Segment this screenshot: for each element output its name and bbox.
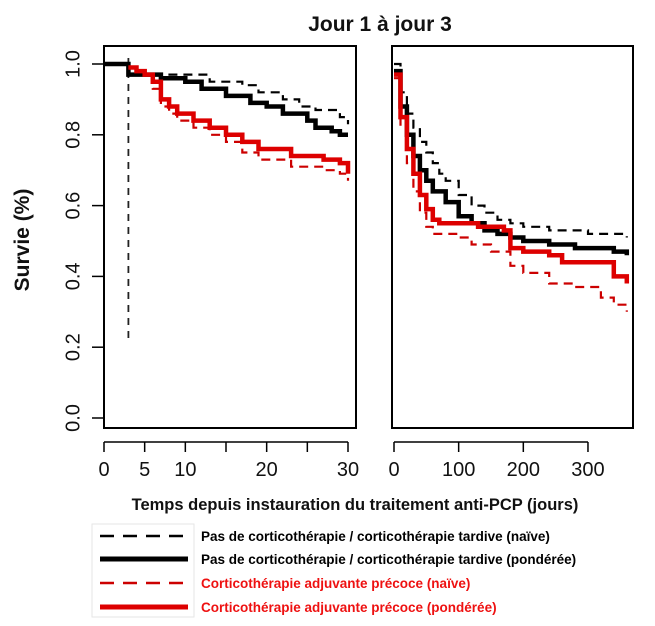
legend-item-label: Pas de corticothérapie / corticothérapie… bbox=[201, 529, 550, 544]
panel-frame bbox=[103, 45, 357, 429]
y-tick-label: 0.8 bbox=[62, 121, 84, 149]
x-tick-label: 5 bbox=[139, 459, 150, 481]
chart-title: Jour 1 à jour 3 bbox=[308, 13, 452, 36]
x-tick-label: 10 bbox=[174, 459, 196, 481]
x-tick-label: 0 bbox=[388, 459, 399, 481]
series-black-dashed-line bbox=[104, 62, 350, 125]
x-axis-label: Temps depuis instauration du traitement … bbox=[132, 496, 579, 514]
legend-item-label: Corticothérapie adjuvante précoce (pondé… bbox=[201, 600, 497, 615]
x-tick-label: 200 bbox=[507, 459, 540, 481]
x-tick-label: 100 bbox=[442, 459, 475, 481]
legend-item-label: Pas de corticothérapie / corticothérapie… bbox=[201, 552, 576, 567]
y-tick-label: 1.0 bbox=[62, 50, 84, 78]
series-black-dashed-line bbox=[394, 62, 628, 238]
legend-box bbox=[91, 523, 195, 618]
panel-frame bbox=[391, 45, 634, 429]
y-tick-label: 0.4 bbox=[62, 262, 84, 290]
x-tick-label: 300 bbox=[571, 459, 604, 481]
y-tick-label: 0.2 bbox=[62, 333, 84, 361]
legend-item-label: Corticothérapie adjuvante précoce (naïve… bbox=[201, 576, 470, 591]
series-red-solid-line bbox=[394, 72, 630, 284]
x-tick-label: 20 bbox=[256, 459, 278, 481]
x-tick-label: 30 bbox=[337, 459, 359, 481]
x-tick-label: 0 bbox=[98, 459, 109, 481]
y-tick-label: 0.6 bbox=[62, 192, 84, 220]
series-black-solid-line bbox=[104, 61, 348, 138]
series-red-dashed-line bbox=[394, 77, 628, 312]
y-axis-label: Survie (%) bbox=[11, 189, 34, 292]
series-red-solid-line bbox=[128, 65, 351, 174]
y-tick-label: 0.0 bbox=[62, 404, 84, 432]
